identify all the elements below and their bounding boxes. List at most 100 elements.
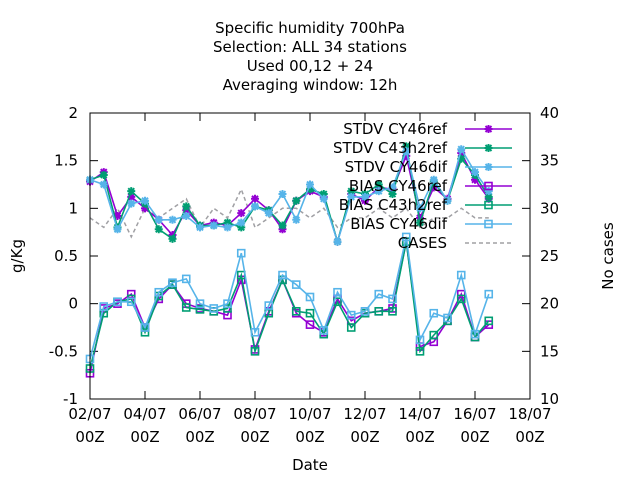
x-tick-label-hour: 00Z [460,428,489,446]
star-marker [416,218,424,227]
x-tick-label-date: 04/07 [123,405,166,423]
y-tick-label: 1.5 [54,152,78,170]
data-point [237,209,246,218]
data-point [127,199,136,208]
data-point [264,301,274,310]
series-line [89,241,490,374]
chart-title: Specific humidity 700hPa Selection: ALL … [213,19,407,94]
data-point [471,168,479,177]
data-point [113,297,122,307]
star-marker [374,187,383,196]
star-marker [209,221,218,230]
y-tick-label: 2 [68,104,78,122]
data-point [99,170,108,179]
data-point [250,327,260,337]
star-marker [182,202,191,211]
data-point [374,187,383,196]
star-marker [416,213,424,222]
plot-frame [89,112,531,400]
data-point [388,190,397,199]
data-point [401,232,411,242]
title-line-3: Used 00,12 + 24 [247,57,373,75]
data-point [429,308,439,318]
star-marker [223,218,232,227]
axes-layer: -1 -0.5 0 0.5 1 1.5 2 10 15 20 25 30 35 40 02/07 00Z 04/… [49,104,559,446]
y2-tick-label: 40 [540,104,559,122]
y2-axis-label: No cases [599,222,617,290]
legend-entry: BIAS C43h2ref [339,196,512,214]
data-point [470,329,480,339]
star-marker [292,196,301,205]
data-point [154,225,163,234]
star-marker [278,190,287,199]
data-point [195,299,205,308]
series-line [89,241,490,369]
star-marker [457,154,466,163]
data-point [374,306,384,316]
data-point [237,218,246,227]
data-point [456,270,466,280]
y2-tick-label: 30 [540,199,559,217]
data-point [195,305,205,314]
star-marker [402,147,411,156]
star-marker [416,204,424,213]
data-point [484,181,493,191]
star-marker [278,221,287,230]
y2-tick-label: 15 [540,342,559,360]
star-marker [237,218,246,227]
data-point [346,323,356,332]
data-point [141,204,149,213]
data-point [196,223,204,232]
data-point [127,187,136,196]
data-point [113,225,122,234]
star-marker [127,199,136,208]
data-point [223,304,232,313]
star-marker [471,175,479,184]
data-point [484,192,493,201]
legend-entry: BIAS CY46ref [349,177,512,195]
data-point [333,237,342,246]
star-marker [471,168,479,177]
star-marker [182,211,191,220]
y-tick-label: -1 [63,390,78,408]
data-point [154,215,163,224]
data-point [278,190,287,199]
data-point [416,213,424,222]
x-tick-label-date: 02/07 [68,405,111,423]
data-point [443,313,452,323]
star-marker [223,223,232,232]
title-line-2: Selection: ALL 34 stations [213,38,407,56]
star-marker [168,234,177,243]
data-point [415,335,425,345]
x-tick-label-hour: 00Z [240,428,269,446]
star-marker [237,223,246,232]
legend-label: BIAS C43h2ref [339,196,448,214]
data-point [154,287,164,297]
star-marker [333,237,342,246]
series-bias-c43h2ref [85,237,494,373]
star-marker [388,183,397,192]
y-axis-label: g/Kg [8,239,26,273]
data-point [291,306,301,316]
data-point [484,144,493,152]
data-point [306,185,314,194]
star-marker [113,225,122,234]
star-marker [306,180,314,189]
star-marker [429,183,438,192]
x-axis-label: Date [292,456,328,474]
x-tick-label-hour: 00Z [130,428,159,446]
data-point [388,183,397,192]
data-point [278,270,287,280]
data-point [140,323,150,332]
x-tick-label-date: 10/07 [288,405,331,423]
star-marker [484,125,493,133]
legend-label: STDV C43h2ref [333,139,448,157]
star-marker [306,185,314,194]
data-point [251,202,259,211]
data-point [99,302,109,311]
data-point [209,304,219,313]
data-point [319,326,329,335]
star-marker [484,192,493,201]
star-marker [99,170,108,179]
